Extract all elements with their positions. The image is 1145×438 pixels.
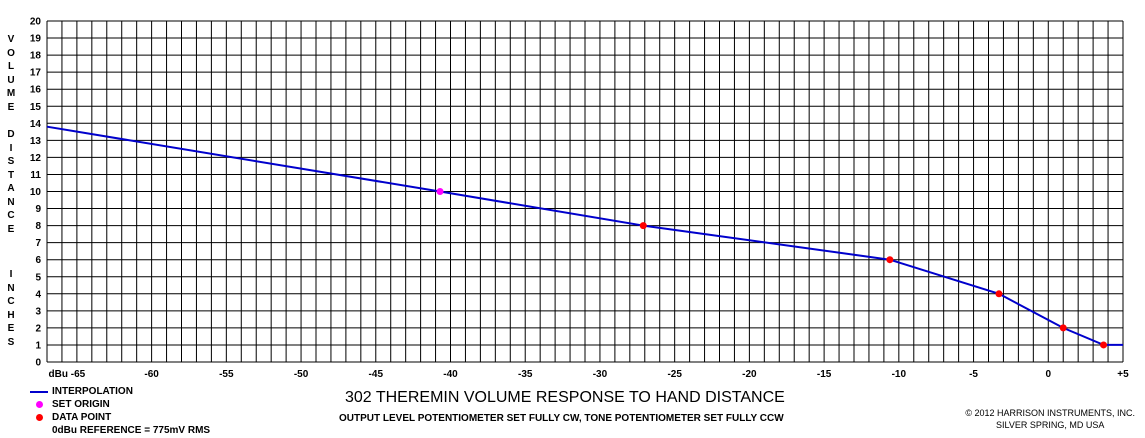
red-dot-icon: [36, 414, 43, 421]
x-tick-label: +5: [1117, 369, 1129, 380]
x-tick-label: -60: [144, 369, 159, 380]
y-tick-label: 8: [35, 221, 41, 232]
data-point: [886, 256, 894, 264]
legend-item-interpolation: INTERPOLATION: [30, 385, 210, 398]
y-tick-label: 13: [30, 136, 42, 147]
x-tick-label: -35: [518, 369, 533, 380]
legend: INTERPOLATION SET ORIGIN DATA POINT 0dBu…: [30, 385, 210, 437]
x-tick-label: -30: [593, 369, 608, 380]
x-tick-labels: dBu -65 -60 -55 -50 -45 -40 -35 -30 -25 -20 -15 -10…: [49, 369, 1130, 380]
y-tick-label: 5: [35, 272, 41, 283]
legend-label-data-point: DATA POINT: [52, 412, 112, 423]
legend-label-set-origin: SET ORIGIN: [52, 399, 110, 410]
line-swatch-icon: [30, 391, 48, 393]
x-tick-label: -40: [443, 369, 458, 380]
series-line-interpolation: [46, 125, 1123, 346]
data-point: [1100, 341, 1108, 349]
y-tick-label: 0: [35, 358, 41, 369]
y-tick-label: 18: [30, 51, 42, 62]
credit-line-2: SILVER SPRING, MD USA: [995, 420, 1105, 430]
x-tick-label: -10: [892, 369, 907, 380]
data-point: [995, 290, 1003, 298]
magenta-dot-icon: [36, 401, 43, 408]
y-tick-label: 10: [30, 187, 42, 198]
y-tick-label: 16: [30, 85, 42, 96]
y-tick-label: 17: [30, 68, 42, 79]
chart-title: 302 THEREMIN VOLUME RESPONSE TO HAND DIS…: [345, 389, 785, 406]
x-tick-label: 0: [1045, 369, 1051, 380]
legend-reference-note: 0dBu REFERENCE = 775mV RMS: [30, 424, 210, 437]
grid: [46, 20, 1124, 363]
x-tick-label: -55: [219, 369, 234, 380]
y-tick-label: 9: [35, 204, 41, 215]
x-tick-label: -5: [969, 369, 978, 380]
y-tick-label: 11: [30, 170, 41, 181]
y-tick-label: 4: [35, 289, 41, 300]
y-tick-label: 20: [30, 17, 42, 28]
set-origin-point: [436, 188, 444, 195]
y-tick-label: 6: [35, 255, 41, 266]
y-tick-label: 15: [30, 102, 42, 113]
chart-subtitle: OUTPUT LEVEL POTENTIOMETER SET FULLY CW,…: [339, 413, 784, 424]
x-tick-label: -50: [294, 369, 309, 380]
data-point: [639, 222, 647, 230]
x-tick-label: -45: [369, 369, 384, 380]
credit-line-1: © 2012 HARRISON INSTRUMENTS, INC.: [965, 408, 1135, 418]
x-tick-label: -20: [742, 369, 757, 380]
x-tick-label: -15: [817, 369, 832, 380]
y-tick-label: 7: [35, 238, 41, 249]
y-tick-label: 2: [35, 323, 41, 334]
y-tick-label: 1: [35, 340, 41, 351]
copyright-credit: © 2012 HARRISON INSTRUMENTS, INC. SILVER…: [965, 407, 1135, 431]
y-tick-label: 19: [30, 34, 42, 45]
data-point: [1059, 324, 1067, 332]
legend-label-interpolation: INTERPOLATION: [52, 386, 133, 397]
legend-item-data-point: DATA POINT: [30, 411, 210, 424]
y-tick-label: 14: [30, 119, 42, 130]
legend-item-set-origin: SET ORIGIN: [30, 398, 210, 411]
series: [46, 125, 1123, 349]
x-tick-label: dBu -65: [49, 369, 86, 380]
reference-note: 0dBu REFERENCE = 775mV RMS: [52, 425, 211, 436]
x-tick-label: -25: [667, 369, 682, 380]
y-tick-label: 3: [35, 306, 41, 317]
y-tick-label: 12: [30, 153, 42, 164]
